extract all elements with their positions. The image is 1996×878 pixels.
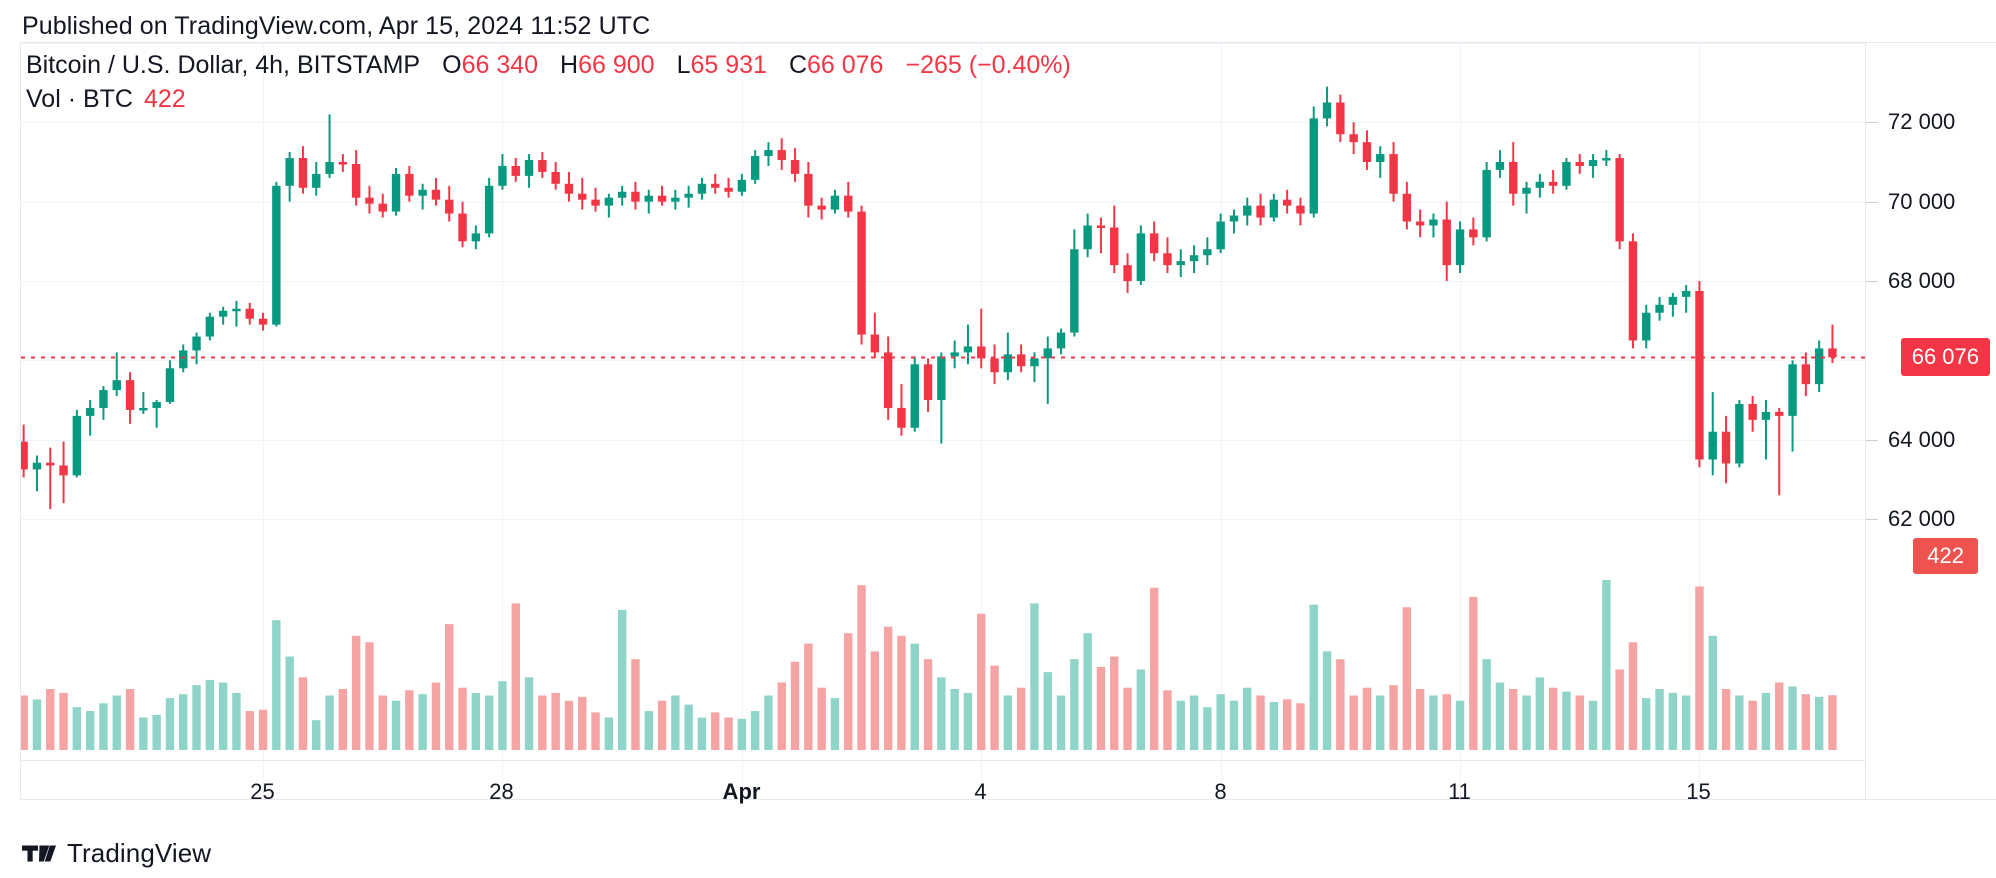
price-axis-label: 70 000 <box>1888 188 1956 214</box>
price-axis-label: 64 000 <box>1888 426 1956 452</box>
price-axis-label: 68 000 <box>1888 268 1956 293</box>
price-tick-mark <box>1866 519 1878 520</box>
chart-plot-area[interactable] <box>20 42 1865 800</box>
time-axis-label: 4 <box>974 779 987 804</box>
tradingview-wordmark: TradingView <box>67 838 212 868</box>
time-axis-label: 11 <box>1448 779 1471 804</box>
time-axis-label: 8 <box>1214 779 1227 804</box>
time-axis-label: 25 <box>250 779 275 804</box>
price-axis-label: 62 000 <box>1888 506 1956 531</box>
time-axis-label: 28 <box>489 779 514 804</box>
price-axis[interactable]: 72 000 70 000 68 000 64 000 62 000 66 076 42… <box>1865 42 1996 800</box>
price-tick-mark <box>1866 122 1878 124</box>
time-axis[interactable]: 25 28 Apr 4 8 11 15 <box>20 760 1865 804</box>
price-tick-mark <box>1866 281 1878 282</box>
footer-branding: TradingView <box>22 838 211 869</box>
price-tick-mark <box>1866 201 1878 203</box>
time-axis-label: Apr <box>722 779 761 804</box>
tradingview-logo-icon <box>22 845 56 862</box>
price-tick-mark <box>1866 439 1878 441</box>
time-axis-label: 15 <box>1686 779 1711 804</box>
current-price-badge: 66 076 <box>1900 338 1990 377</box>
current-volume-badge: 422 <box>1913 538 1978 574</box>
price-axis-label: 72 000 <box>1888 109 1956 135</box>
published-caption: Published on TradingView.com, Apr 15, 20… <box>22 12 651 40</box>
candlestick-chart <box>21 43 1865 800</box>
